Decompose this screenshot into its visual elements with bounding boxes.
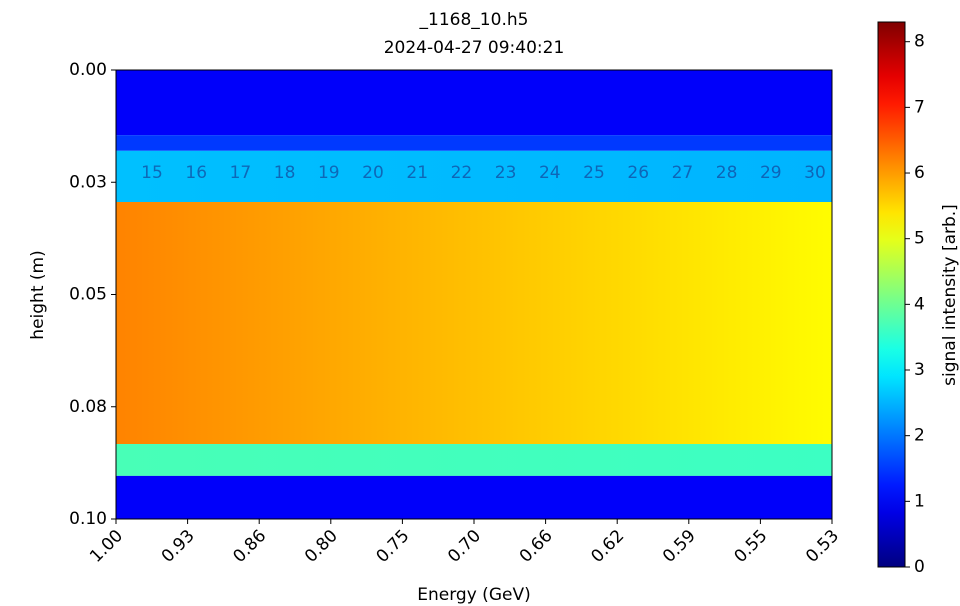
- x-tick-label: 0.86: [229, 526, 270, 567]
- colorbar-label: signal intensity [arb.]: [940, 204, 960, 386]
- y-tick-label: 0.03: [69, 172, 107, 192]
- heatmap-band: [116, 444, 832, 476]
- ruler-label: 22: [451, 163, 473, 183]
- heatmap-band: [116, 202, 832, 445]
- x-tick-label: 0.80: [301, 526, 342, 567]
- ruler-label: 29: [760, 163, 782, 183]
- heatmap-band: [116, 150, 832, 203]
- x-tick-label: 0.93: [158, 526, 199, 567]
- ruler-label: 23: [495, 163, 517, 183]
- heatmap-band: [116, 135, 832, 151]
- x-tick-label: 0.55: [731, 526, 772, 567]
- colorbar-tick-label: 5: [914, 229, 925, 249]
- heatmap-band: [116, 70, 832, 136]
- heatmap-band: [116, 475, 832, 519]
- y-axis-label: height (m): [28, 250, 48, 339]
- x-axis-label: Energy (GeV): [417, 585, 530, 605]
- ruler-label: 17: [230, 163, 252, 183]
- y-tick-label: 0.00: [69, 60, 107, 80]
- x-tick-label: 0.59: [659, 526, 700, 567]
- y-tick-label: 0.10: [69, 509, 107, 529]
- x-tick-label: 0.62: [587, 526, 628, 567]
- ruler-label: 18: [274, 163, 296, 183]
- colorbar-tick-label: 0: [914, 557, 925, 577]
- y-tick-label: 0.05: [69, 285, 107, 305]
- ruler-label: 19: [318, 163, 340, 183]
- ruler-label: 20: [362, 163, 384, 183]
- x-tick-label: 0.66: [516, 526, 557, 567]
- x-tick-label: 0.53: [802, 526, 843, 567]
- ruler-label: 15: [141, 163, 163, 183]
- colorbar-tick-label: 3: [914, 360, 925, 380]
- colorbar-tick-label: 4: [914, 294, 925, 314]
- colorbar-tick-label: 2: [914, 426, 925, 446]
- colorbar-tick-label: 1: [914, 491, 925, 511]
- colorbar-tick-label: 8: [914, 32, 925, 52]
- colorbar: [877, 21, 906, 568]
- x-tick-label: 1.00: [86, 526, 127, 567]
- ruler-label: 25: [583, 163, 605, 183]
- x-tick-label: 0.70: [444, 526, 485, 567]
- ruler-label: 24: [539, 163, 561, 183]
- chart-subtitle: 2024-04-27 09:40:21: [384, 38, 565, 58]
- ruler-label: 30: [804, 163, 826, 183]
- chart-title: _1168_10.h5: [419, 10, 529, 30]
- ruler-label: 28: [716, 163, 738, 183]
- x-tick-label: 0.75: [373, 526, 414, 567]
- ruler-label: 27: [672, 163, 694, 183]
- y-tick-label: 0.08: [69, 397, 107, 417]
- ruler-label: 21: [406, 163, 428, 183]
- ruler-label: 26: [627, 163, 649, 183]
- ruler-label: 16: [185, 163, 207, 183]
- colorbar-tick-label: 7: [914, 97, 925, 117]
- colorbar-tick-label: 6: [914, 163, 925, 183]
